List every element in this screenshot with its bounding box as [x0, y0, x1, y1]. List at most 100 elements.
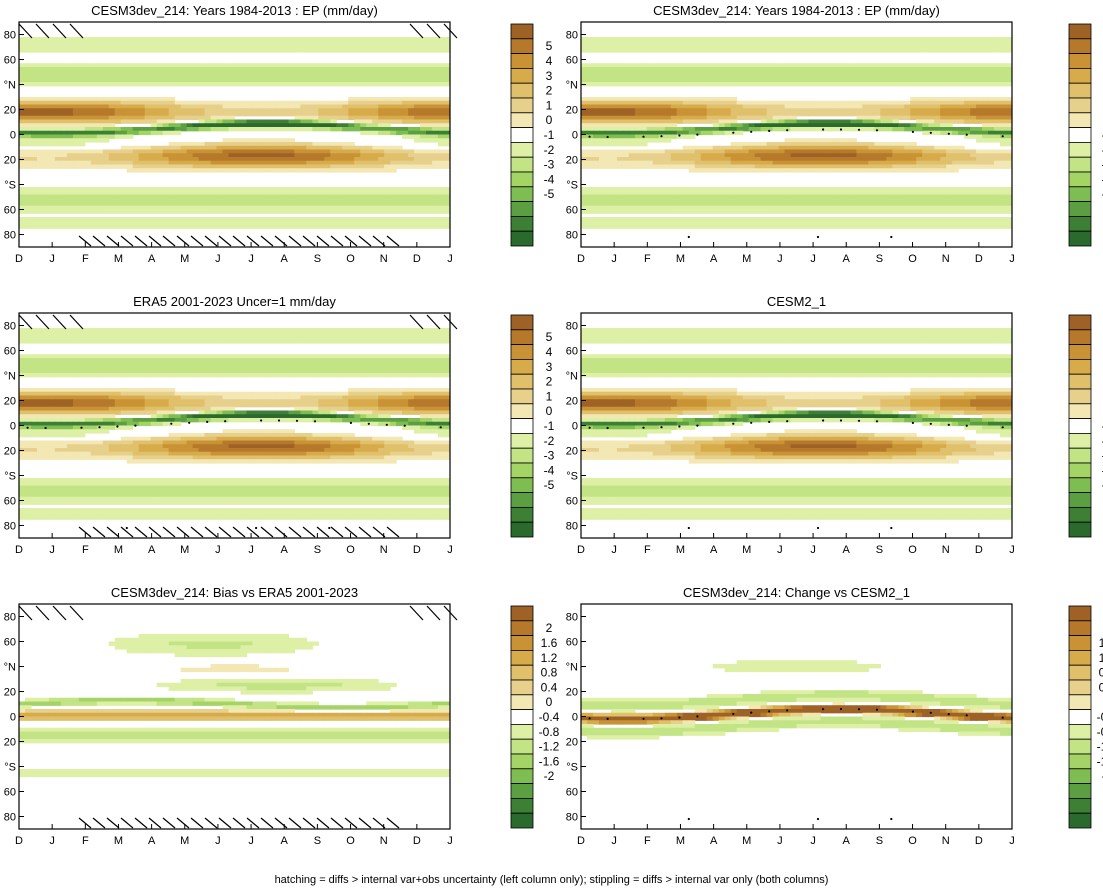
heatmap-cell [712, 115, 720, 121]
heatmap-cell [300, 82, 307, 87]
heatmap-cell [324, 70, 331, 76]
heatmap-cell [72, 164, 80, 169]
heatmap-cell [114, 160, 122, 166]
heatmap-cell [144, 67, 152, 72]
heatmap-cell [940, 100, 947, 106]
heatmap-cell [330, 48, 337, 53]
heatmap-cell [718, 104, 726, 109]
heatmap-cell [342, 209, 349, 214]
heatmap-cell [192, 123, 200, 128]
heatmap-cell [372, 153, 379, 158]
heatmap-cell [390, 160, 397, 166]
heatmap-cell [1000, 190, 1007, 196]
heatmap-cell [348, 44, 355, 49]
heatmap-cell [144, 97, 152, 102]
heatmap-cell [36, 142, 44, 147]
heatmap-cell [982, 164, 989, 169]
heatmap-cell [90, 217, 98, 222]
heatmap-cell [156, 127, 164, 132]
heatmap-cell [706, 74, 714, 79]
heatmap-cell [808, 104, 816, 109]
heatmap-cell [808, 142, 816, 147]
heatmap-cell [138, 100, 146, 106]
heatmap-cell [1000, 142, 1007, 147]
heatmap-cell [742, 153, 750, 158]
heatmap-cell [30, 153, 38, 158]
heatmap-cell [438, 67, 445, 72]
heatmap-cell [132, 194, 140, 199]
heatmap-cell [682, 157, 690, 162]
heatmap-cell [658, 153, 666, 158]
heatmap-cell [276, 37, 283, 42]
heatmap-cell [420, 63, 427, 68]
heatmap-cell [150, 153, 158, 158]
heatmap-cell [826, 119, 834, 124]
heatmap-cell [216, 127, 224, 132]
heatmap-cell [360, 123, 367, 128]
heatmap-cell [426, 217, 433, 222]
heatmap-cell [444, 149, 450, 154]
heatmap-cell [420, 157, 427, 162]
heatmap-cell [958, 78, 965, 83]
heatmap-cell [30, 70, 38, 76]
heatmap-cell [988, 63, 995, 68]
heatmap-cell [126, 67, 134, 72]
heatmap-cell [354, 217, 361, 222]
heatmap-cell [922, 145, 929, 151]
heatmap-cell [342, 160, 349, 166]
heatmap-cell [114, 205, 122, 211]
heatmap-cell [354, 37, 361, 42]
heatmap-cell [916, 187, 923, 192]
heatmap-cell [168, 224, 176, 229]
heatmap-cell [886, 67, 893, 72]
heatmap-cell [222, 127, 230, 132]
heatmap-cell [264, 82, 272, 87]
heatmap-cell [426, 134, 433, 139]
heatmap-cell [30, 224, 38, 229]
heatmap-cell [432, 115, 439, 121]
heatmap-cell [390, 209, 397, 214]
heatmap-cell [850, 157, 857, 162]
heatmap-cell [306, 205, 313, 211]
heatmap-cell [138, 40, 146, 46]
heatmap-cell [60, 149, 68, 154]
heatmap-cell [306, 78, 313, 83]
heatmap-cell [186, 63, 194, 68]
heatmap-cell [874, 100, 881, 106]
heatmap-cell [102, 217, 110, 222]
x-tick-label: J [215, 253, 221, 265]
heatmap-cell [808, 100, 816, 106]
heatmap-cell [156, 194, 164, 199]
heatmap-cell [676, 78, 684, 83]
heatmap-cell [30, 44, 38, 49]
heatmap-cell [96, 224, 104, 229]
heatmap-cell [838, 202, 845, 207]
heatmap-cell [688, 63, 696, 68]
heatmap-cell [694, 119, 702, 124]
heatmap-cell [390, 70, 397, 76]
heatmap-cell [312, 48, 319, 53]
heatmap-cell [102, 40, 110, 46]
heatmap-cell [210, 194, 218, 199]
heatmap-cell [72, 127, 80, 132]
heatmap-cell [916, 63, 923, 68]
heatmap-cell [168, 202, 176, 207]
heatmap-cell [946, 149, 953, 154]
heatmap-cell [378, 194, 385, 199]
heatmap-cell [886, 70, 893, 76]
heatmap-cell [192, 67, 200, 72]
heatmap-cell [910, 82, 917, 87]
heatmap-cell [432, 104, 439, 109]
heatmap-cell [886, 202, 893, 207]
heatmap-cell [850, 145, 857, 151]
heatmap-cell [168, 164, 176, 169]
heatmap-cell [640, 138, 648, 143]
heatmap-cell [114, 104, 122, 109]
heatmap-cell [598, 44, 606, 49]
heatmap-cell [976, 82, 983, 87]
heatmap-cell [706, 44, 714, 49]
heatmap-cell [318, 74, 325, 79]
heatmap-cell [138, 145, 146, 151]
heatmap-cell [264, 48, 272, 53]
heatmap-cell [832, 74, 840, 79]
